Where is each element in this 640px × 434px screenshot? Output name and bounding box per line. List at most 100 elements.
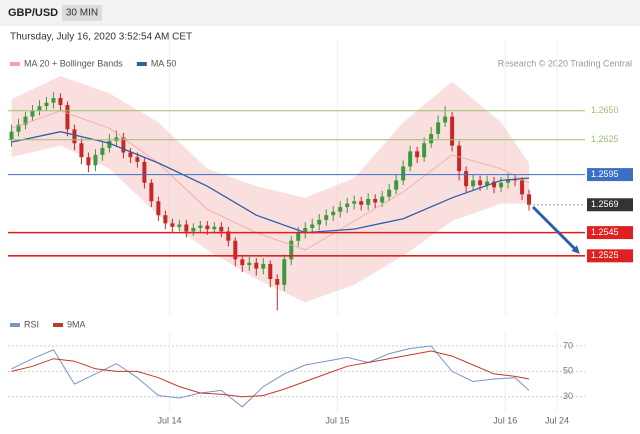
level-box	[587, 198, 633, 212]
candle-body	[233, 240, 238, 260]
candle-body	[366, 198, 371, 205]
interval: 30 MIN	[66, 8, 98, 19]
candle-body	[520, 180, 525, 195]
candle-body	[492, 181, 497, 188]
candle-body	[331, 211, 336, 216]
candle-body	[135, 157, 140, 162]
candle-body	[401, 166, 406, 181]
legend-label: 9MA	[67, 319, 86, 329]
x-tick-label: Jul 24	[545, 415, 569, 425]
y-tick-label: 1.2525	[591, 250, 619, 260]
candle-body	[37, 106, 42, 111]
candle-body	[51, 98, 56, 103]
candle-body	[247, 262, 252, 266]
candle-body	[373, 198, 378, 203]
candle-body	[79, 143, 84, 158]
candle-body	[324, 215, 329, 220]
candle-body	[450, 116, 455, 146]
candle-body	[387, 189, 392, 197]
candle-body	[506, 179, 511, 183]
candle-body	[72, 129, 77, 144]
candle-body	[275, 279, 280, 285]
candle-body	[345, 203, 350, 208]
candle-body	[100, 147, 105, 155]
candle-body	[65, 104, 70, 130]
candle-body	[317, 219, 322, 225]
candle-body	[499, 182, 504, 188]
y-tick-label: 70	[563, 340, 573, 350]
candle-body	[240, 259, 245, 266]
candle-body	[268, 263, 273, 280]
candle-body	[9, 131, 14, 140]
legend-swatch	[10, 62, 20, 66]
credit: Research © 2020 Trading Central	[498, 58, 632, 68]
candle-body	[436, 122, 441, 134]
y-tick-label: 1.2545	[591, 227, 619, 237]
candle-body	[226, 231, 231, 241]
x-tick-label: Jul 15	[325, 415, 349, 425]
ma20-line	[11, 110, 530, 251]
candle-body	[23, 116, 28, 125]
legend-swatch	[53, 323, 64, 327]
header-bar	[0, 0, 640, 26]
candle-body	[107, 140, 112, 148]
candle-body	[296, 232, 301, 241]
candle-body	[443, 116, 448, 123]
candle-body	[93, 154, 98, 166]
level-box	[587, 249, 633, 263]
ma50-line	[11, 131, 530, 234]
candle-body	[457, 145, 462, 172]
candle-body	[128, 152, 133, 158]
candle-body	[114, 137, 119, 141]
x-tick-label: Jul 16	[493, 415, 517, 425]
level-box	[587, 168, 633, 182]
candle-body	[170, 223, 175, 227]
timestamp: Thursday, July 16, 2020 3:52:54 AM CET	[10, 32, 192, 43]
candle-body	[198, 225, 203, 228]
candle-body	[289, 240, 294, 260]
candle-body	[394, 180, 399, 190]
legend-swatch	[136, 62, 147, 66]
y-tick-label: 1.2569	[591, 199, 619, 209]
candle-body	[254, 262, 259, 269]
candle-body	[212, 226, 217, 230]
candle-body	[282, 259, 287, 285]
candle-body	[464, 171, 469, 187]
rsi-ma-line	[11, 350, 530, 398]
candle-body	[352, 201, 357, 204]
price-plot	[9, 40, 558, 315]
candle-body	[16, 124, 21, 132]
candle-body	[478, 180, 483, 186]
candle-body	[471, 180, 476, 187]
y-tick-label: 1.2650	[591, 105, 619, 115]
candle-body	[156, 201, 161, 216]
candle-body	[380, 196, 385, 203]
candle-body	[219, 226, 224, 232]
level-box	[587, 226, 633, 240]
candle-body	[191, 227, 196, 232]
candle-body	[261, 263, 266, 269]
candle-body	[58, 98, 63, 105]
legend-label: MA 20 + Bollinger Bands	[24, 58, 123, 68]
candle-body	[429, 133, 434, 144]
candle-body	[408, 151, 413, 167]
candle-body	[310, 224, 315, 228]
candle-body	[415, 151, 420, 158]
interval-box	[62, 5, 102, 21]
y-tick-label: 30	[563, 391, 573, 401]
candle-body	[205, 225, 210, 230]
candle-body	[149, 182, 154, 202]
candle-body	[121, 137, 126, 153]
candle-body	[163, 215, 168, 224]
candle-body	[303, 227, 308, 233]
candle-body	[177, 224, 182, 227]
candle-body	[44, 102, 49, 107]
candle-body	[86, 157, 91, 166]
candle-body	[338, 207, 343, 212]
y-tick-label: 1.2625	[591, 134, 619, 144]
rsi-line	[11, 345, 530, 408]
symbol: GBP/USD	[8, 7, 58, 19]
candle-body	[30, 110, 35, 117]
legend-label: MA 50	[151, 58, 177, 68]
